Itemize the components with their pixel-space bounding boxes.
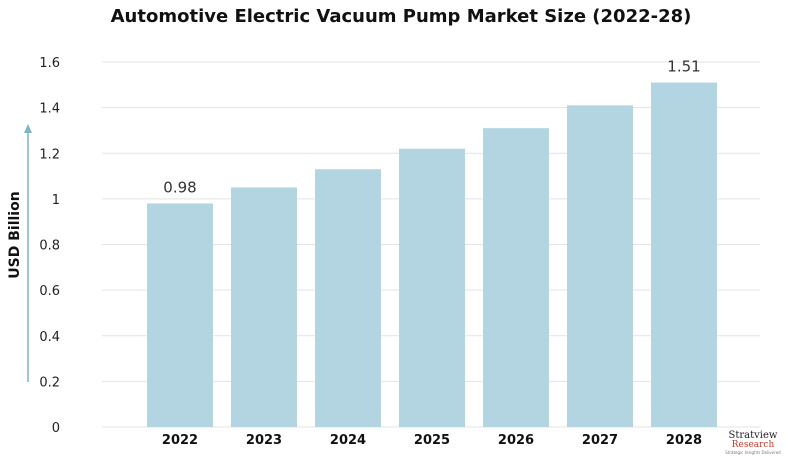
x-axis-ticks: 2022 2023 2024 2025 2026 2027 2028 (162, 433, 702, 448)
data-label: 0.98 (163, 178, 196, 196)
y-tick-label: 0.4 (39, 330, 60, 345)
chart-title: Automotive Electric Vacuum Pump Market S… (110, 6, 692, 27)
stratview-logo: Stratview Research Strategic Insights De… (718, 430, 788, 456)
data-labels: 0.98 1.51 (163, 58, 700, 197)
x-tick-label: 2028 (666, 433, 702, 448)
bars (147, 82, 717, 427)
y-tick-label: 0.6 (39, 284, 60, 299)
bar-2026 (483, 128, 549, 427)
logo-tagline: Strategic Insights Delivered (725, 450, 781, 455)
logo-brand: Stratview (728, 430, 778, 441)
bar-2027 (567, 105, 633, 427)
x-tick-label: 2026 (498, 433, 534, 448)
logo-sub: Research (731, 440, 775, 450)
y-axis-arrow (24, 124, 32, 382)
bar-2023 (231, 187, 297, 427)
x-tick-label: 2024 (330, 433, 366, 448)
y-axis-label: USD Billion (7, 191, 23, 278)
bar-2028 (651, 82, 717, 427)
bar-2025 (399, 148, 465, 427)
y-axis-ticks: 0 0.2 0.4 0.6 0.8 1 1.2 1.4 1.6 (39, 56, 60, 436)
y-tick-label: 1.6 (39, 56, 60, 71)
y-tick-label: 0.2 (39, 375, 60, 390)
x-tick-label: 2022 (162, 433, 198, 448)
x-tick-label: 2023 (246, 433, 282, 448)
x-tick-label: 2027 (582, 433, 618, 448)
y-tick-label: 1.4 (39, 102, 60, 117)
y-tick-label: 1.2 (39, 147, 60, 162)
x-tick-label: 2025 (414, 433, 450, 448)
bar-2022 (147, 203, 213, 427)
y-tick-label: 0 (52, 421, 60, 436)
y-tick-label: 1 (52, 193, 60, 208)
bar-2024 (315, 169, 381, 427)
y-tick-label: 0.8 (39, 239, 60, 254)
data-label: 1.51 (667, 58, 700, 76)
